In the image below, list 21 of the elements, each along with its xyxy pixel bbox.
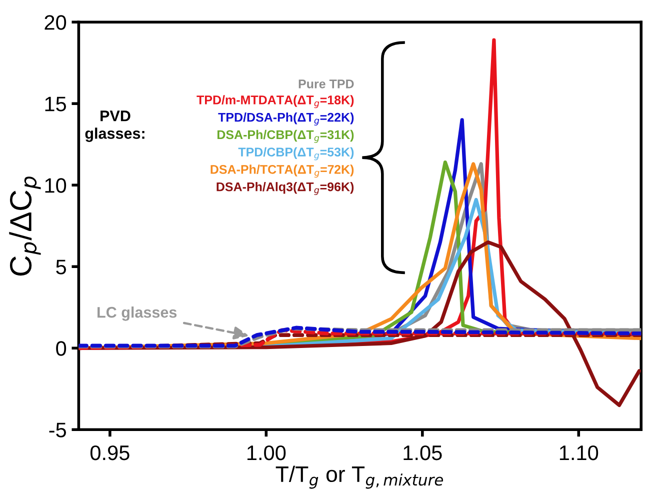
x-tick-label: 1.10 xyxy=(560,445,598,460)
text: DSA-Ph/Alq3(ΔT$_{g}$=96K) xyxy=(216,182,354,195)
x-tick-label: 0.95 xyxy=(90,445,130,460)
text: TPD/CBP(ΔT$_{g}$=53K) xyxy=(238,147,354,160)
x-tick-label: 1.05 xyxy=(404,445,442,460)
text: Pure TPD xyxy=(298,80,354,88)
y-tick-label: -5 xyxy=(49,422,66,438)
y-tick-label: 10 xyxy=(45,178,66,193)
x-axis-title: T/T$_{g}$ or T$_{g,mixture}$ xyxy=(276,466,444,489)
x-tick-label: 1.00 xyxy=(247,445,286,460)
y-tick-label: 15 xyxy=(45,96,66,112)
text: TPD/m-MTDATA(ΔT$_{g}$=18K) xyxy=(196,95,354,108)
annotation: LC glasses xyxy=(98,306,177,321)
y-tick-label: 0 xyxy=(56,341,66,356)
y-tick-label: 20 xyxy=(44,15,66,30)
y-axis-title: C$_{p}$/ΔC$_{p}$ xyxy=(9,176,41,276)
y-tick-label: 5 xyxy=(56,260,66,274)
text: DSA-Ph/CBP(ΔT$_{g}$=31K) xyxy=(217,130,354,143)
text: TPD/DSA-Ph(ΔT$_{g}$=22K) xyxy=(218,112,354,126)
text: DSA-Ph/TCTA(ΔT$_{g}$=72K) xyxy=(210,164,354,178)
annotation: PVD glasses: xyxy=(85,110,144,142)
